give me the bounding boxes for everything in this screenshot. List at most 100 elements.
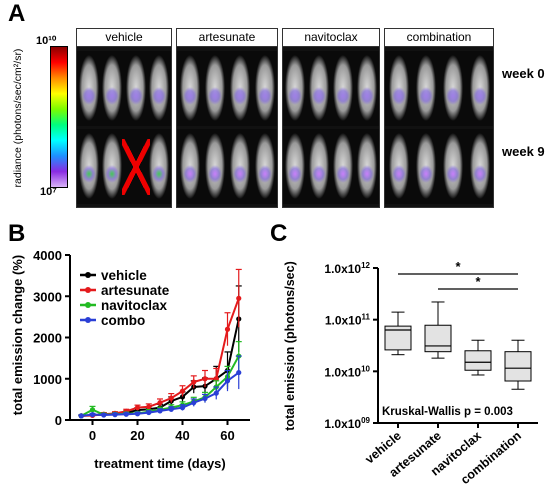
colorbar-title: radiance (photons/sec/cm²/sr) bbox=[12, 48, 24, 188]
y-tick-label: 2000 bbox=[33, 331, 62, 346]
significance-star: * bbox=[455, 259, 461, 274]
mouse-image bbox=[333, 55, 353, 121]
data-point bbox=[146, 404, 152, 410]
mouse-image bbox=[179, 55, 200, 121]
colorbar-max-label: 10¹⁰ bbox=[36, 35, 57, 47]
mouse-image bbox=[469, 133, 490, 199]
imaging-row-week0 bbox=[385, 51, 493, 126]
legend-entry: vehicle bbox=[101, 268, 147, 283]
imaging-row-week0 bbox=[177, 51, 277, 126]
mouse-image bbox=[469, 55, 490, 121]
data-point bbox=[89, 407, 96, 413]
data-point bbox=[89, 412, 96, 418]
data-point bbox=[168, 395, 174, 401]
mouse-image bbox=[254, 133, 275, 199]
data-point bbox=[134, 405, 141, 411]
imaging-row-week9 bbox=[177, 129, 277, 204]
x-tick-label: 20 bbox=[130, 428, 144, 443]
excluded-mouse-x-mark bbox=[121, 139, 150, 195]
imaging-row-week9 bbox=[77, 129, 171, 204]
imaging-group-navitoclax: navitoclax bbox=[282, 28, 380, 208]
box-iqr bbox=[384, 325, 412, 351]
mouse-image bbox=[388, 133, 409, 199]
mouse-image bbox=[78, 133, 99, 199]
panel-b-label: B bbox=[8, 220, 26, 247]
radiance-colorbar bbox=[50, 46, 68, 188]
data-point bbox=[157, 400, 163, 406]
imaging-group-label: navitoclax bbox=[283, 29, 379, 47]
data-point bbox=[202, 376, 208, 382]
mouse-image bbox=[179, 133, 200, 199]
mouse-image bbox=[125, 55, 146, 121]
imaging-row-week9 bbox=[283, 129, 379, 204]
legend-entry: artesunate bbox=[101, 283, 170, 298]
mouse-image bbox=[388, 55, 409, 121]
legend-marker bbox=[85, 302, 91, 308]
y-tick-label: 1.0x1010 bbox=[324, 364, 370, 379]
x-tick-label: 40 bbox=[175, 428, 189, 443]
mouse-image bbox=[204, 55, 225, 121]
row-label-week0: week 0 bbox=[502, 66, 545, 81]
mouse-image bbox=[149, 55, 170, 121]
data-point bbox=[191, 379, 197, 385]
box-combination bbox=[504, 339, 532, 390]
row-label-week9: week 9 bbox=[502, 144, 545, 159]
imaging-group-label: vehicle bbox=[77, 29, 171, 47]
data-point bbox=[78, 413, 84, 419]
data-point bbox=[202, 395, 208, 402]
mouse-image bbox=[285, 55, 305, 121]
y-tick-label: 3000 bbox=[33, 289, 62, 304]
data-point bbox=[224, 378, 231, 384]
panel-c-label: C bbox=[270, 220, 288, 247]
mouse-image bbox=[78, 55, 99, 121]
mouse-image bbox=[254, 55, 275, 121]
legend-marker bbox=[85, 287, 91, 293]
y-axis-label: total emission (photons/sec) bbox=[283, 261, 297, 430]
imaging-group-artesunate: artesunate bbox=[176, 28, 278, 208]
data-point bbox=[179, 394, 186, 400]
box-vehicle bbox=[384, 311, 412, 356]
imaging-row-week9 bbox=[385, 129, 493, 204]
box-artesunate bbox=[424, 301, 452, 359]
series-combo bbox=[78, 355, 242, 419]
data-point bbox=[179, 405, 186, 411]
mouse-image bbox=[102, 55, 123, 121]
box-iqr bbox=[464, 350, 492, 371]
box-iqr bbox=[504, 351, 532, 382]
data-point bbox=[213, 390, 219, 396]
data-point bbox=[168, 406, 174, 412]
data-point bbox=[146, 409, 152, 416]
y-tick-label: 1.0x1011 bbox=[325, 313, 371, 328]
emission-change-line-chart: 0 1000 2000 3000 4000 0 20 40 60 vehicleartesuna… bbox=[10, 248, 250, 471]
imaging-group-vehicle: vehicle bbox=[76, 28, 172, 208]
panel-a-label: A bbox=[8, 0, 26, 27]
imaging-group-label: artesunate bbox=[177, 29, 277, 47]
legend-marker bbox=[85, 272, 91, 278]
data-point bbox=[112, 412, 118, 418]
data-point bbox=[134, 411, 141, 417]
data-point bbox=[236, 295, 242, 301]
imaging-group-label: combination bbox=[385, 29, 493, 47]
x-axis-label: treatment time (days) bbox=[94, 456, 225, 471]
mouse-image bbox=[415, 55, 436, 121]
mouse-image bbox=[149, 133, 170, 199]
data-point bbox=[224, 326, 231, 332]
x-tick-label: 0 bbox=[89, 428, 96, 443]
mouse-image bbox=[121, 133, 150, 199]
statistical-test-label: Kruskal-Wallis p = 0.003 bbox=[382, 406, 513, 418]
imaging-group-combination: combination bbox=[384, 28, 494, 208]
y-tick-label: 4000 bbox=[33, 248, 62, 263]
mouse-image bbox=[229, 55, 250, 121]
box-navitoclax bbox=[464, 339, 492, 376]
mouse-image bbox=[309, 55, 329, 121]
data-point bbox=[101, 412, 107, 418]
significance-star: * bbox=[475, 274, 481, 289]
legend-entry: navitoclax bbox=[101, 298, 168, 313]
legend-entry: combo bbox=[101, 313, 145, 328]
legend-marker bbox=[85, 317, 91, 323]
mouse-image bbox=[357, 55, 377, 121]
imaging-row-week0 bbox=[283, 51, 379, 126]
mouse-image bbox=[442, 55, 463, 121]
data-point bbox=[157, 408, 163, 414]
y-tick-label: 1.0x1009 bbox=[324, 416, 370, 431]
